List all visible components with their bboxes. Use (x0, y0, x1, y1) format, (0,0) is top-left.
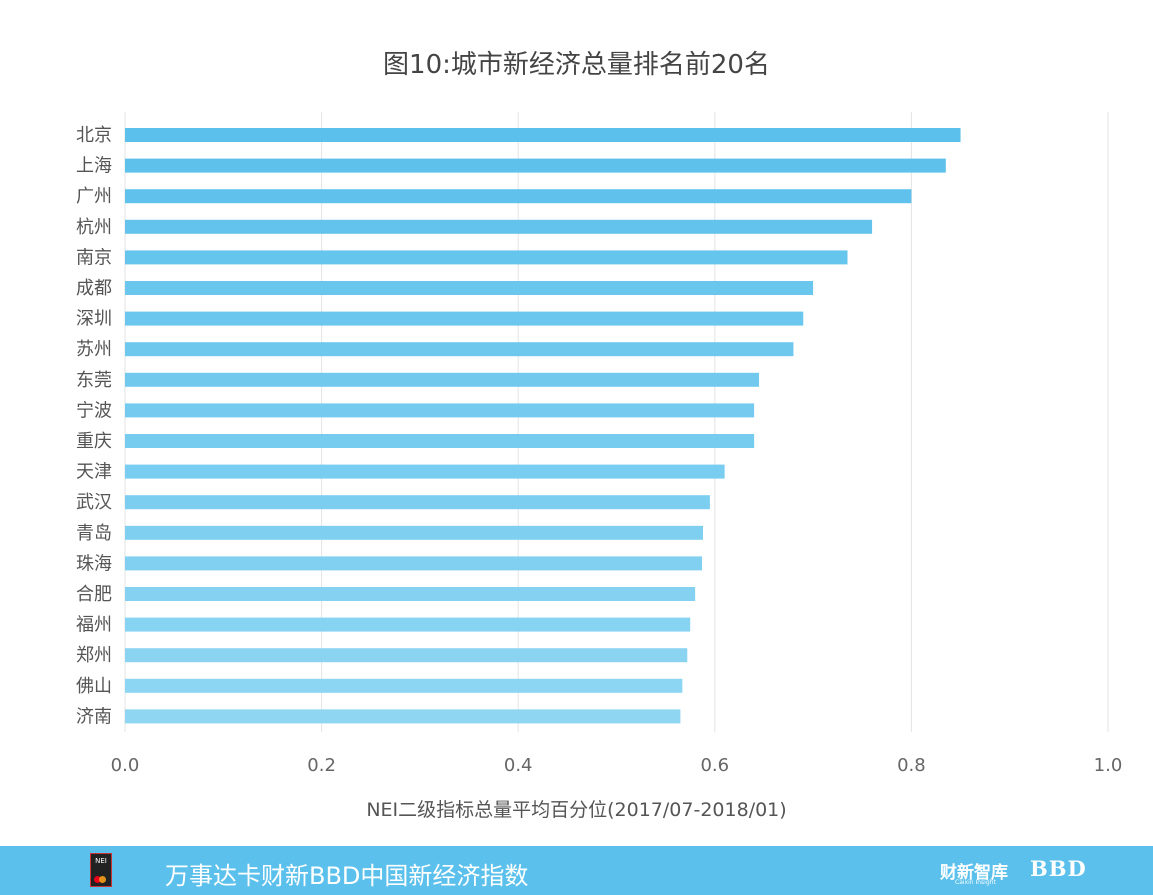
grid-lines (124, 112, 1109, 732)
bbd-logo: BBD (1030, 856, 1087, 881)
category-label: 天津 (76, 462, 112, 483)
bar (125, 648, 688, 663)
bar (125, 311, 804, 326)
category-label: 南京 (76, 247, 112, 268)
category-label: 郑州 (76, 645, 112, 666)
bar (125, 128, 961, 142)
bar (125, 525, 704, 540)
bar (125, 250, 848, 265)
category-label: 济南 (76, 706, 112, 727)
bar (125, 342, 794, 357)
category-label: 佛山 (76, 676, 112, 697)
category-label: 上海 (76, 156, 112, 177)
mastercard-red-circle-icon (94, 876, 101, 883)
bar (125, 464, 725, 479)
category-label: 广州 (76, 186, 112, 207)
logo-text: NEI (95, 857, 107, 865)
category-label: 青岛 (76, 523, 112, 544)
bar (125, 219, 873, 234)
bar (125, 678, 683, 693)
x-tick-labels: 0.0 0.2 0.4 0.6 0.8 1.0 (111, 755, 1123, 776)
footer-banner: NEI 万事达卡财新BBD中国新经济指数 财新智库 Caixin Insight… (0, 846, 1153, 895)
category-label: 苏州 (76, 339, 112, 360)
x-tick-label: 0.4 (504, 755, 533, 776)
bar (125, 189, 912, 204)
category-label: 珠海 (76, 553, 112, 574)
bars (125, 128, 961, 724)
x-axis-label: NEI二级指标总量平均百分位(2017/07-2018/01) (366, 799, 787, 821)
category-label: 福州 (76, 615, 112, 636)
mastercard-orange-circle-icon (99, 876, 106, 883)
caixin-insight-logo: 财新智库 (940, 863, 1008, 883)
bar (125, 372, 760, 387)
bar (125, 434, 755, 448)
bar (125, 556, 703, 571)
category-label: 宁波 (76, 400, 112, 421)
category-label: 东莞 (76, 370, 112, 391)
bar (125, 403, 755, 418)
bar-chart: 北京上海广州杭州南京成都深圳苏州东莞宁波重庆天津武汉青岛珠海合肥福州郑州佛山济南… (76, 112, 1123, 776)
x-tick-label: 0.6 (700, 755, 729, 776)
x-tick-label: 0.2 (307, 755, 336, 776)
category-label: 杭州 (76, 217, 112, 238)
caixin-insight-sub: Caixin Insight (955, 879, 996, 886)
bar (125, 495, 710, 510)
category-label: 武汉 (76, 492, 112, 513)
category-label: 深圳 (76, 309, 112, 330)
x-tick-label: 0.0 (111, 755, 140, 776)
x-tick-label: 0.8 (897, 755, 926, 776)
bar (125, 281, 814, 295)
category-label: 北京 (76, 125, 112, 146)
bar (125, 158, 946, 173)
bar (125, 617, 691, 632)
bar (125, 709, 681, 724)
category-label: 合肥 (76, 584, 112, 605)
nei-logo-icon: NEI (90, 853, 112, 887)
bar (125, 587, 696, 601)
category-label: 重庆 (76, 431, 112, 452)
category-label: 成都 (76, 278, 112, 299)
x-tick-label: 1.0 (1094, 755, 1123, 776)
footer-title: 万事达卡财新BBD中国新经济指数 (165, 862, 529, 890)
chart-title: 图10:城市新经济总量排名前20名 (383, 50, 770, 80)
